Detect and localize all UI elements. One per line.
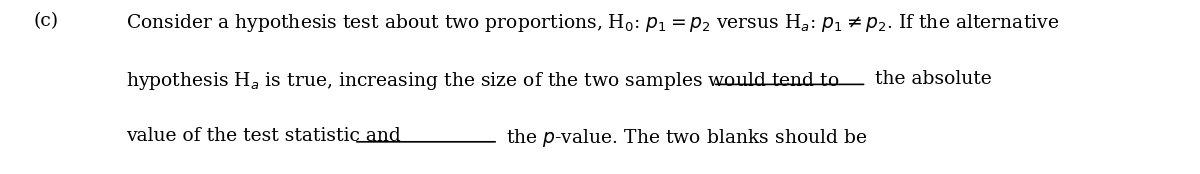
Text: the absolute: the absolute [875, 70, 991, 88]
Text: the $p$-value. The two blanks should be: the $p$-value. The two blanks should be [506, 127, 868, 149]
Text: hypothesis H$_a$ is true, increasing the size of the two samples would tend to: hypothesis H$_a$ is true, increasing the… [126, 70, 840, 92]
Text: Consider a hypothesis test about two proportions, H$_0$: $p_1 = p_2$ versus H$_a: Consider a hypothesis test about two pro… [126, 12, 1060, 34]
Text: value of the test statistic and: value of the test statistic and [126, 127, 401, 145]
Text: (c): (c) [34, 12, 59, 30]
